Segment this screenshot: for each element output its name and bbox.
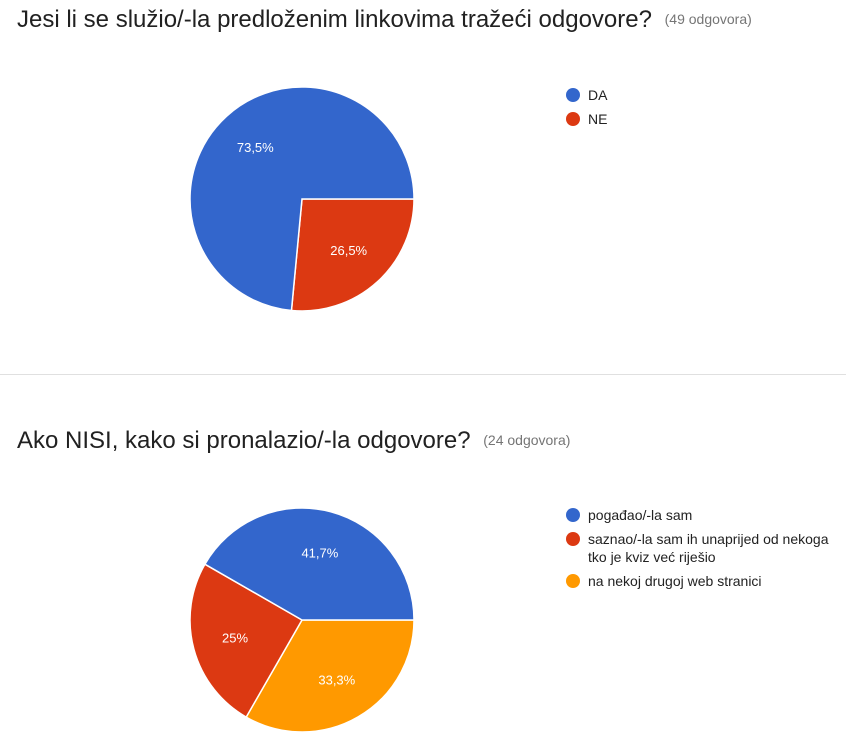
response-count: (24 odgovora): [483, 432, 571, 448]
slice-value-label: 41,7%: [301, 545, 338, 560]
slice-value-label: 25%: [222, 631, 248, 646]
question-title: Ako NISI, kako si pronalazio/-la odgovor…: [17, 427, 471, 454]
divider: [0, 374, 846, 375]
pie-slice-2: [290, 198, 415, 312]
legend-item: DA: [566, 86, 607, 104]
question-card-2: Ako NISI, kako si pronalazio/-la odgovor…: [0, 375, 846, 733]
legend-item: NE: [566, 110, 607, 128]
pie-chart: 26,5% 73,5%: [189, 86, 415, 312]
slice-value-label: 33,3%: [318, 673, 355, 688]
question-title-row: Jesi li se služio/-la predloženim linkov…: [17, 4, 752, 35]
legend-item: na nekoj drugoj web stranici: [566, 572, 846, 590]
pie-slice-1: [203, 507, 415, 621]
chart-legend: DA NE: [566, 86, 607, 134]
pie-slice-1: [189, 86, 415, 312]
response-count: (49 odgovora): [664, 11, 752, 27]
legend-item: saznao/-la sam ih unaprijed od nekoga tk…: [566, 530, 846, 566]
pie-chart: 33,3% 25% 41,7%: [189, 507, 415, 733]
legend-swatch: [566, 88, 580, 102]
legend-swatch: [566, 112, 580, 126]
question-card-1: Jesi li se služio/-la predloženim linkov…: [17, 4, 752, 312]
chart-legend: pogađao/-la sam saznao/-la sam ih unaprij…: [566, 506, 846, 596]
legend-swatch: [566, 532, 580, 546]
slice-value-label: 26,5%: [330, 243, 367, 258]
legend-swatch: [566, 574, 580, 588]
legend-item: pogađao/-la sam: [566, 506, 846, 524]
legend-label: DA: [588, 87, 608, 103]
question-title: Jesi li se služio/-la predloženim linkov…: [17, 6, 652, 33]
question-title-row: Ako NISI, kako si pronalazio/-la odgovor…: [17, 425, 570, 456]
legend-swatch: [566, 508, 580, 522]
legend-label: saznao/-la sam ih unaprijed od nekoga tk…: [588, 531, 829, 565]
slice-value-label: 73,5%: [237, 140, 274, 155]
pie-slice-3: [245, 619, 415, 733]
pie-slice-2: [189, 563, 304, 719]
legend-label: na nekoj drugoj web stranici: [588, 573, 762, 589]
legend-label: NE: [588, 111, 608, 127]
legend-label: pogađao/-la sam: [588, 507, 693, 523]
